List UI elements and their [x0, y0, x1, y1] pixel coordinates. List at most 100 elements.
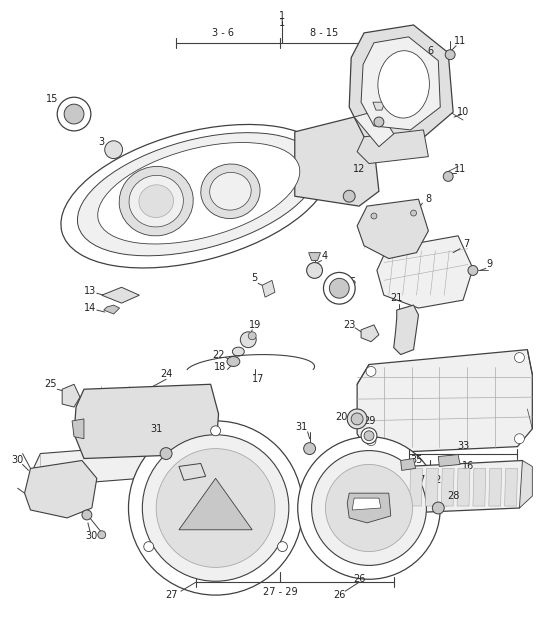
Polygon shape — [381, 61, 423, 97]
Polygon shape — [104, 305, 119, 314]
Polygon shape — [361, 37, 440, 130]
Circle shape — [329, 278, 349, 298]
Text: 1: 1 — [279, 11, 285, 21]
Text: 34: 34 — [447, 455, 459, 465]
Text: 16: 16 — [462, 462, 474, 472]
Text: 23: 23 — [343, 320, 355, 330]
Polygon shape — [25, 460, 97, 518]
Text: 3 - 6: 3 - 6 — [211, 28, 233, 38]
Text: 25: 25 — [44, 379, 57, 389]
Polygon shape — [33, 443, 173, 486]
Circle shape — [445, 50, 455, 60]
Circle shape — [98, 531, 106, 539]
Circle shape — [240, 332, 256, 348]
Polygon shape — [72, 419, 84, 439]
Text: 24: 24 — [160, 369, 172, 379]
Polygon shape — [473, 468, 486, 506]
Text: 15: 15 — [345, 278, 358, 288]
Text: 8: 8 — [425, 194, 432, 204]
Polygon shape — [262, 280, 275, 297]
Circle shape — [364, 431, 374, 441]
Circle shape — [468, 266, 478, 276]
Circle shape — [144, 542, 154, 551]
Polygon shape — [426, 468, 438, 506]
Polygon shape — [179, 479, 252, 530]
Ellipse shape — [119, 166, 193, 236]
Circle shape — [210, 426, 221, 436]
Text: 27: 27 — [165, 590, 177, 600]
Circle shape — [366, 436, 376, 446]
Text: 27 - 29: 27 - 29 — [263, 587, 297, 597]
Text: 19: 19 — [249, 320, 261, 330]
Polygon shape — [401, 458, 415, 470]
Text: 1: 1 — [279, 18, 285, 28]
Text: 8 - 15: 8 - 15 — [310, 28, 338, 38]
Polygon shape — [357, 350, 532, 453]
Text: 2: 2 — [386, 105, 392, 115]
Circle shape — [374, 117, 384, 127]
Ellipse shape — [98, 143, 300, 244]
Polygon shape — [308, 252, 320, 261]
Circle shape — [312, 451, 426, 565]
Circle shape — [57, 97, 91, 131]
Text: 22: 22 — [213, 350, 225, 360]
Text: 9: 9 — [487, 259, 493, 269]
Circle shape — [105, 141, 123, 159]
Circle shape — [347, 409, 367, 429]
Ellipse shape — [77, 133, 318, 256]
Text: 21: 21 — [391, 293, 403, 303]
Polygon shape — [377, 236, 473, 308]
Ellipse shape — [378, 51, 429, 118]
Circle shape — [366, 367, 376, 376]
Circle shape — [514, 352, 524, 362]
Circle shape — [160, 448, 172, 460]
Circle shape — [324, 273, 355, 304]
Circle shape — [129, 421, 302, 595]
Text: 14: 14 — [84, 303, 96, 313]
Text: 3: 3 — [99, 137, 105, 147]
Polygon shape — [179, 463, 205, 480]
Text: 20: 20 — [335, 412, 348, 422]
Circle shape — [361, 428, 377, 443]
Ellipse shape — [210, 173, 251, 210]
Circle shape — [443, 171, 453, 181]
Ellipse shape — [61, 124, 331, 268]
Circle shape — [142, 435, 289, 582]
Polygon shape — [505, 468, 517, 506]
Text: 17 - 21: 17 - 21 — [413, 475, 447, 485]
Polygon shape — [74, 384, 219, 458]
Polygon shape — [347, 493, 391, 523]
Text: 32: 32 — [191, 453, 203, 463]
Text: 7: 7 — [463, 239, 469, 249]
Text: 13: 13 — [84, 286, 96, 296]
Polygon shape — [295, 117, 379, 206]
Ellipse shape — [201, 164, 260, 219]
Polygon shape — [393, 305, 419, 355]
Circle shape — [156, 448, 275, 567]
Circle shape — [277, 542, 287, 551]
Polygon shape — [410, 468, 422, 506]
Polygon shape — [438, 455, 460, 467]
Ellipse shape — [129, 175, 183, 227]
Text: 31: 31 — [295, 422, 308, 432]
Polygon shape — [62, 384, 80, 407]
Circle shape — [307, 263, 323, 278]
Circle shape — [64, 104, 84, 124]
Text: 5: 5 — [251, 273, 257, 283]
Polygon shape — [489, 468, 501, 506]
Polygon shape — [357, 130, 428, 163]
Text: 17: 17 — [252, 374, 264, 384]
Circle shape — [351, 413, 363, 425]
Text: 31: 31 — [150, 424, 162, 434]
Text: 15: 15 — [46, 94, 58, 104]
Polygon shape — [354, 110, 393, 147]
Text: 30: 30 — [86, 531, 98, 541]
Text: 4: 4 — [322, 251, 328, 261]
Text: 35: 35 — [410, 455, 423, 465]
Polygon shape — [457, 468, 470, 506]
Circle shape — [298, 436, 440, 579]
Circle shape — [410, 210, 416, 216]
Text: 10: 10 — [457, 107, 469, 117]
Text: 28: 28 — [447, 491, 459, 501]
Text: 33: 33 — [457, 441, 469, 451]
